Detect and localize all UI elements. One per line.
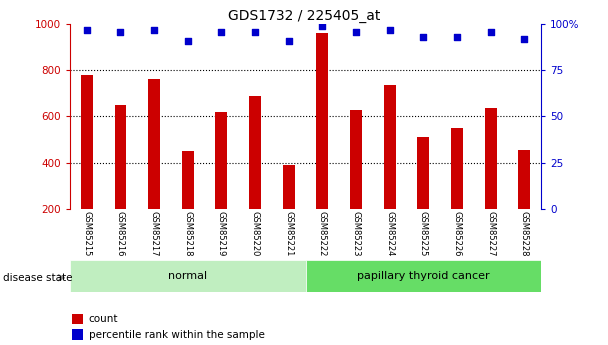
Bar bbox=[81, 75, 92, 209]
Text: normal: normal bbox=[168, 271, 207, 281]
Text: GSM85225: GSM85225 bbox=[419, 211, 428, 257]
Point bbox=[486, 29, 496, 34]
Text: GSM85228: GSM85228 bbox=[520, 211, 529, 257]
Bar bbox=[70, 260, 305, 292]
Text: GSM85216: GSM85216 bbox=[116, 211, 125, 257]
Point bbox=[385, 27, 395, 32]
Text: percentile rank within the sample: percentile rank within the sample bbox=[89, 330, 264, 339]
Point bbox=[116, 29, 125, 34]
Text: GSM85223: GSM85223 bbox=[351, 211, 361, 257]
Text: GSM85227: GSM85227 bbox=[486, 211, 495, 257]
Bar bbox=[316, 33, 328, 209]
Bar bbox=[305, 260, 541, 292]
Point bbox=[452, 34, 462, 40]
Point bbox=[519, 36, 529, 42]
Bar bbox=[182, 150, 193, 209]
Bar bbox=[72, 329, 83, 340]
Point bbox=[183, 38, 193, 43]
Text: GSM85220: GSM85220 bbox=[250, 211, 260, 257]
Text: GSM85226: GSM85226 bbox=[452, 211, 461, 257]
Point bbox=[216, 29, 226, 34]
Text: count: count bbox=[89, 314, 119, 324]
Text: disease state: disease state bbox=[3, 273, 72, 283]
Point bbox=[250, 29, 260, 34]
Point bbox=[82, 27, 92, 32]
Bar bbox=[519, 150, 530, 209]
Text: GSM85222: GSM85222 bbox=[318, 211, 327, 257]
Text: GSM85221: GSM85221 bbox=[284, 211, 293, 257]
Bar bbox=[350, 110, 362, 209]
Text: GDS1732 / 225405_at: GDS1732 / 225405_at bbox=[228, 9, 380, 23]
Point bbox=[149, 27, 159, 32]
Text: papillary thyroid cancer: papillary thyroid cancer bbox=[357, 271, 489, 281]
Point bbox=[351, 29, 361, 34]
Point bbox=[418, 34, 428, 40]
Text: GSM85219: GSM85219 bbox=[217, 211, 226, 257]
Text: GSM85215: GSM85215 bbox=[82, 211, 91, 257]
Text: GSM85217: GSM85217 bbox=[150, 211, 159, 257]
Bar bbox=[114, 105, 126, 209]
Point bbox=[317, 23, 327, 29]
Bar bbox=[249, 96, 261, 209]
Bar bbox=[451, 128, 463, 209]
Bar bbox=[418, 137, 429, 209]
Bar bbox=[148, 79, 160, 209]
Text: GSM85218: GSM85218 bbox=[183, 211, 192, 257]
Text: GSM85224: GSM85224 bbox=[385, 211, 394, 257]
Bar bbox=[384, 85, 396, 209]
Point bbox=[284, 38, 294, 43]
Bar bbox=[283, 165, 295, 209]
Bar bbox=[72, 314, 83, 324]
Bar bbox=[485, 108, 497, 209]
Bar bbox=[215, 112, 227, 209]
